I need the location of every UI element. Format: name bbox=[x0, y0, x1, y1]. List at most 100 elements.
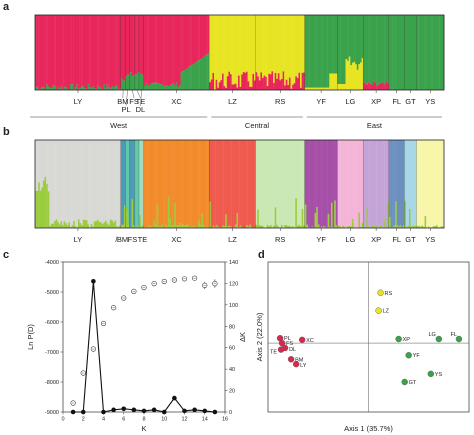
structure-bar-admix-lz bbox=[244, 72, 247, 90]
pcoa-point-gt bbox=[401, 378, 408, 386]
structure-bar-admix-xp bbox=[372, 225, 375, 228]
structure-bar-rs bbox=[273, 140, 275, 226]
structure-bar-yf bbox=[306, 140, 309, 225]
structure-bar-admix-ly bbox=[65, 223, 68, 228]
structure-bar-lz bbox=[222, 15, 224, 74]
structure-bar-xc bbox=[171, 15, 173, 84]
delta-k-point bbox=[212, 409, 218, 415]
structure-bar-admix-xc bbox=[171, 225, 173, 228]
structure-bar-admix-yf bbox=[329, 73, 332, 90]
structure-bar-xc bbox=[151, 140, 154, 228]
structure-bar-admix-xc bbox=[193, 63, 196, 90]
structure-bar-admix-ly bbox=[95, 220, 98, 228]
pcoa-point-fs bbox=[278, 339, 286, 347]
structure-bar-xc bbox=[199, 15, 202, 60]
structure-bar-xc bbox=[143, 15, 146, 86]
structure-bar-admix-ys bbox=[440, 226, 443, 228]
structure-bar-ly bbox=[108, 140, 110, 225]
structure-bar-ly bbox=[103, 15, 106, 85]
structure-bar-admix-rs bbox=[292, 84, 294, 90]
structure-bar-admix-xc bbox=[150, 83, 153, 90]
structure-bar-admix-xc bbox=[180, 225, 183, 228]
structure-bar-ly bbox=[81, 15, 83, 87]
structure-bar-rs bbox=[257, 140, 260, 210]
structure-bar-admix-xc bbox=[143, 227, 146, 228]
structure-bar-ly bbox=[95, 140, 98, 221]
structure-bar-admix-xc bbox=[156, 83, 159, 90]
structure-bar-xc bbox=[174, 140, 176, 204]
structure-bar-yf bbox=[329, 15, 332, 74]
x-tick-label: 2 bbox=[82, 417, 85, 423]
structure-bar-ly bbox=[105, 15, 107, 89]
structure-bar-lz bbox=[231, 15, 234, 85]
structure-bar-xc bbox=[204, 15, 207, 56]
structure-bar-lg bbox=[343, 15, 346, 84]
structure-bar-admix-lz bbox=[225, 214, 228, 228]
structure-bar-admix-rs bbox=[277, 73, 280, 90]
structure-bar-admix-ly bbox=[84, 88, 87, 90]
structure-bar-admix-lz bbox=[241, 74, 244, 90]
structure-bar-ly bbox=[85, 140, 88, 221]
structure-bar-rs bbox=[301, 140, 304, 209]
structure-bar-admix-xc bbox=[204, 55, 207, 90]
structure-bar-xc bbox=[178, 15, 181, 86]
structure-bar-lz bbox=[238, 140, 240, 228]
structure-bar-xp bbox=[374, 15, 377, 83]
structure-bar-lg bbox=[348, 140, 351, 226]
structure-bar-rs bbox=[263, 140, 266, 228]
structure-bar-admix-lz bbox=[247, 226, 250, 228]
structure-bar-ly bbox=[57, 15, 60, 88]
structure-bar-admix-ly bbox=[74, 87, 77, 90]
structure-bar-admix-yf bbox=[330, 73, 333, 90]
structure-bar-rs bbox=[282, 140, 285, 228]
structure-bar-xc bbox=[153, 140, 156, 221]
structure-bar-admix-ly bbox=[39, 190, 42, 228]
structure-bar-xc bbox=[174, 15, 176, 86]
structure-bar-rs bbox=[258, 15, 261, 81]
structure-bar-admix-yf bbox=[314, 87, 317, 90]
structure-bar-admix-rs bbox=[298, 224, 301, 228]
y2-tick-label: 60 bbox=[229, 346, 235, 352]
structure-bar-admix-xc bbox=[167, 86, 170, 90]
structure-bar-admix-lz bbox=[225, 88, 228, 90]
structure-bar-rs bbox=[258, 140, 261, 226]
structure-bar-xp bbox=[379, 15, 382, 84]
structure-bar-admix-rs bbox=[285, 225, 288, 228]
region-label-west: West bbox=[110, 121, 128, 130]
structure-bar-admix-rs bbox=[303, 72, 306, 90]
structure-bar-ys bbox=[426, 140, 429, 228]
structure-bar-lz bbox=[218, 140, 221, 228]
structure-bar-ly bbox=[84, 15, 87, 89]
structure-bar-admix-ly bbox=[100, 87, 103, 90]
structure-bar-admix-lg bbox=[345, 59, 348, 90]
structure-bar-rs bbox=[288, 140, 291, 226]
structure-bar-admix-lg bbox=[337, 84, 340, 90]
structure-bar-yf bbox=[335, 140, 338, 225]
structure-bar-lz bbox=[218, 15, 221, 83]
structure-bar-ly bbox=[68, 140, 71, 223]
structure-bar-admix-xc bbox=[159, 226, 162, 228]
structure-bar-admix-yf bbox=[304, 204, 307, 228]
structure-bar-ly bbox=[50, 140, 53, 224]
structure-bar-admix-ly bbox=[62, 224, 64, 228]
structure-bar-lz bbox=[231, 140, 234, 228]
structure-bar-admix-xc bbox=[155, 82, 157, 90]
structure-bar-admix-yf bbox=[312, 87, 315, 90]
structure-bar-rs bbox=[262, 140, 264, 226]
structure-bar-ys bbox=[418, 15, 420, 90]
structure-bar-rs bbox=[260, 140, 263, 226]
structure-bar-admix-lg bbox=[358, 212, 361, 228]
population-label-dl: DL bbox=[136, 105, 146, 114]
delta-k-point bbox=[70, 409, 76, 415]
structure-bar-yf bbox=[321, 140, 323, 227]
structure-bar-ly bbox=[79, 15, 82, 88]
panel-label-d: d bbox=[258, 249, 265, 261]
structure-bar-admix-rs bbox=[271, 71, 274, 90]
panel-label-a: a bbox=[3, 1, 10, 13]
structure-bar-fl bbox=[401, 15, 404, 90]
structure-bar-ly bbox=[114, 15, 117, 86]
structure-bar-admix-lg bbox=[342, 225, 345, 228]
population-label-yf: YF bbox=[316, 97, 326, 106]
structure-bar-admix-xc bbox=[147, 86, 149, 90]
structure-bar-lz bbox=[236, 15, 239, 88]
